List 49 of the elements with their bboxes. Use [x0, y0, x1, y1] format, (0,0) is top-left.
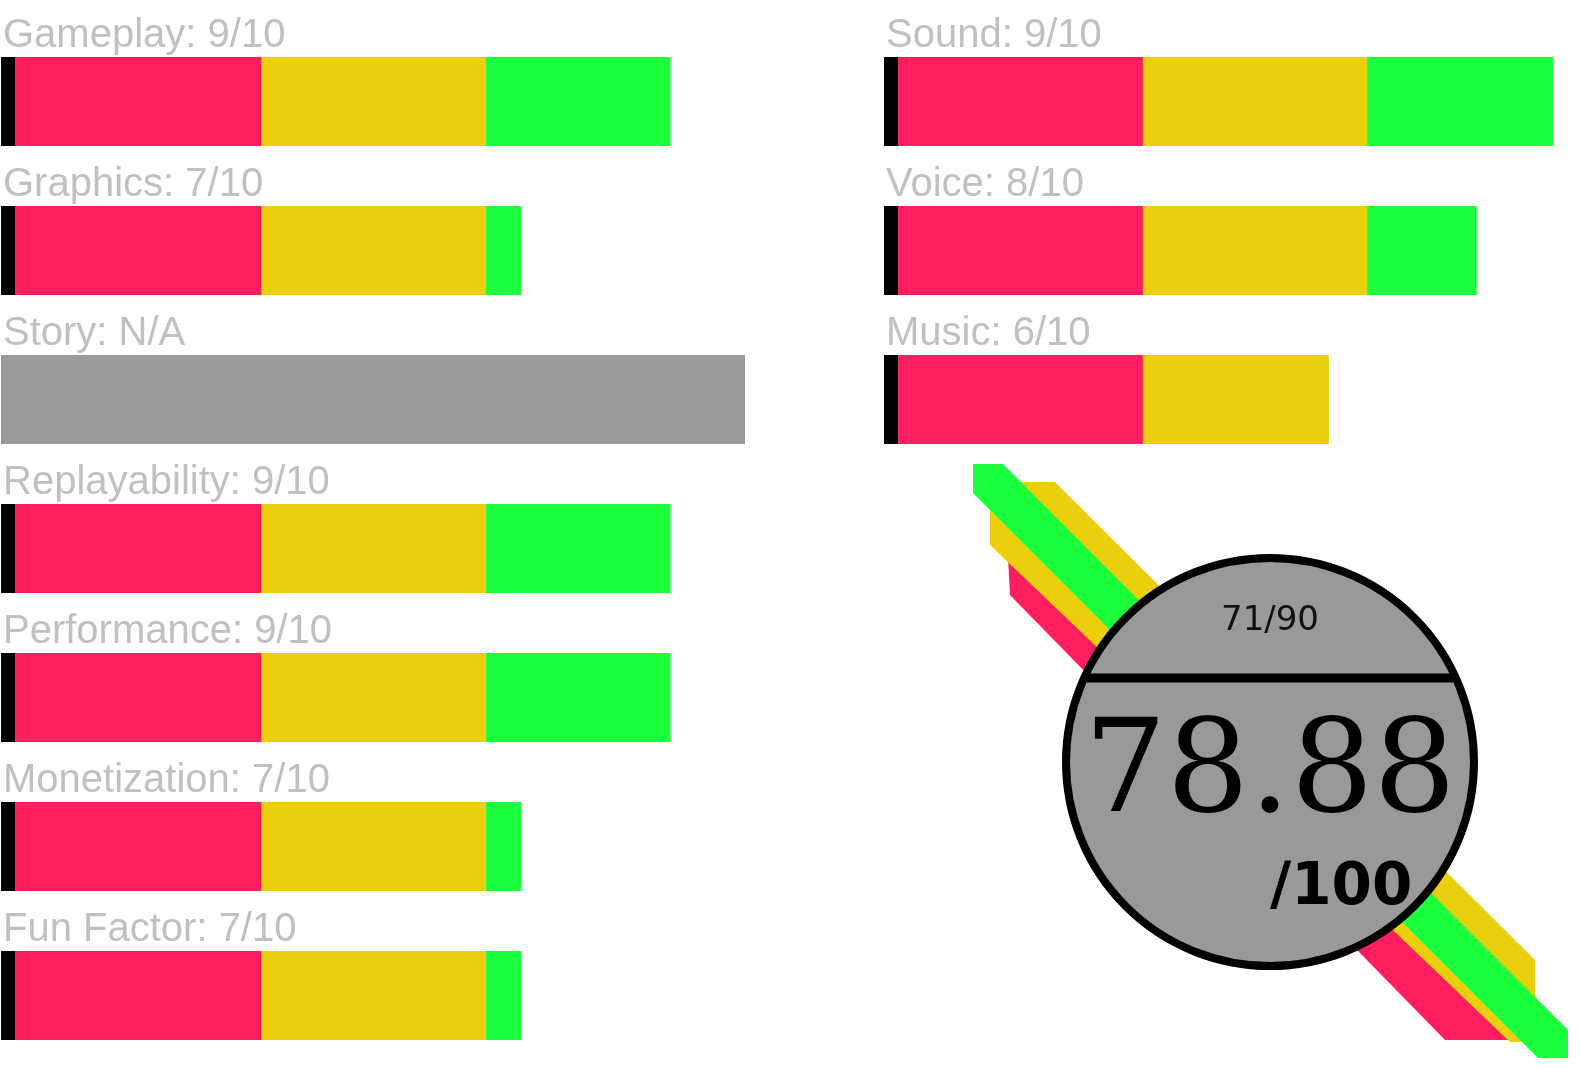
bar	[1142, 355, 1329, 444]
y-tick-label: Voice: 8/10	[886, 159, 1084, 204]
bar	[485, 57, 671, 146]
bar	[884, 355, 899, 444]
y-tick-label: Story: N/A	[3, 308, 186, 353]
bar	[261, 504, 486, 593]
bar	[15, 504, 262, 593]
bar	[1367, 57, 1553, 146]
bar	[898, 355, 1143, 444]
bar	[1142, 57, 1368, 146]
bar	[1, 355, 745, 444]
y-tick-label: Replayability: 9/10	[3, 457, 330, 502]
bar	[1142, 206, 1368, 295]
text: 71/90	[1220, 598, 1320, 638]
bar	[1, 206, 16, 295]
bar	[898, 57, 1143, 146]
bar	[261, 206, 486, 295]
bar	[884, 57, 899, 146]
bar	[15, 57, 262, 146]
bar	[261, 57, 486, 146]
bar	[1, 653, 16, 742]
bar	[485, 802, 522, 891]
text: /100	[1270, 850, 1413, 918]
bar	[1367, 206, 1477, 295]
y-tick-label: Graphics: 7/10	[3, 159, 264, 204]
bar	[261, 653, 486, 742]
bar	[15, 206, 262, 295]
text: 78.88	[1082, 690, 1458, 842]
bar	[884, 206, 899, 295]
bar	[1, 57, 16, 146]
bar	[1, 802, 16, 891]
bar	[261, 951, 486, 1040]
bar	[485, 951, 522, 1040]
bar	[15, 653, 262, 742]
y-tick-label: Performance: 9/10	[3, 606, 333, 651]
bar	[15, 802, 262, 891]
y-tick-label: Fun Factor: 7/10	[3, 904, 297, 949]
bar	[898, 206, 1143, 295]
y-tick-label: Music: 6/10	[886, 308, 1091, 353]
bar	[485, 653, 671, 742]
bar	[485, 504, 671, 593]
bar	[15, 951, 262, 1040]
bar	[261, 802, 486, 891]
y-tick-label: Sound: 9/10	[886, 10, 1102, 55]
bar	[1, 951, 16, 1040]
y-tick-label: Gameplay: 9/10	[3, 10, 286, 55]
bar	[1, 504, 16, 593]
bar	[485, 206, 522, 295]
y-tick-label: Monetization: 7/10	[3, 755, 330, 800]
